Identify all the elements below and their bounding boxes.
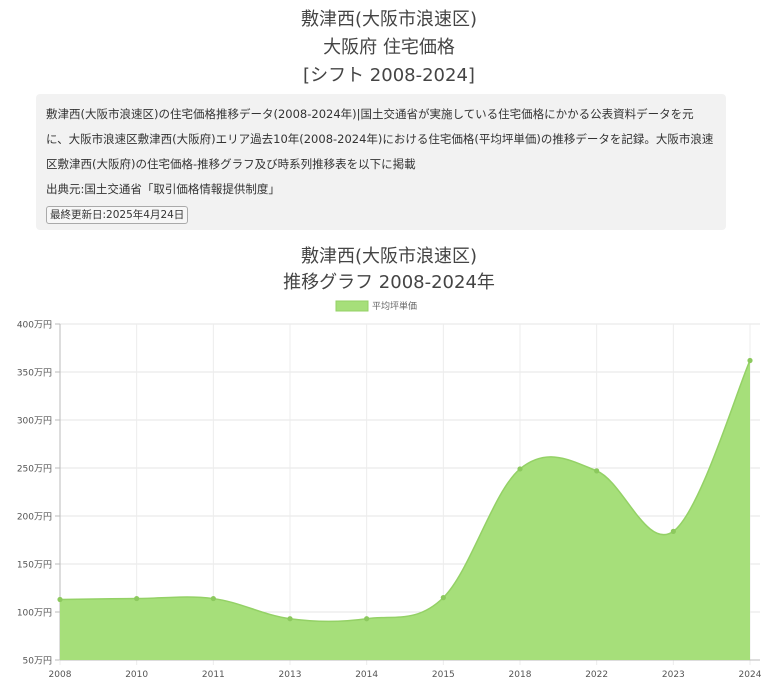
x-tick-label: 2014 xyxy=(355,670,378,680)
data-point xyxy=(134,595,140,602)
x-tick-label: 2013 xyxy=(279,670,302,680)
page-title-line1: 敷津西(大阪市浪速区) xyxy=(300,9,478,30)
data-point xyxy=(747,357,753,364)
x-tick-label: 2023 xyxy=(662,670,685,680)
chart-title-line1: 敷津西(大阪市浪速区) xyxy=(300,246,478,267)
info-box: 敷津西(大阪市浪速区)の住宅価格推移データ(2008-2024年)|国土交通省が… xyxy=(36,94,726,230)
data-point xyxy=(210,595,216,602)
legend-swatch xyxy=(335,300,369,312)
x-tick-label: 2011 xyxy=(202,670,225,680)
chart-title-line2: 推移グラフ 2008-2024年 xyxy=(283,272,495,293)
data-point xyxy=(517,466,523,472)
x-tick-label: 2018 xyxy=(509,670,532,680)
data-point xyxy=(440,595,446,601)
y-tick-label: 400万円 xyxy=(17,320,52,331)
data-point xyxy=(57,596,63,603)
y-tick-label: 350万円 xyxy=(17,368,52,379)
page-title-line3: [シフト 2008-2024] xyxy=(303,65,475,86)
data-point xyxy=(594,468,600,474)
x-tick-label: 2008 xyxy=(49,670,72,680)
info-source: 出典元:国土交通省「取引価格情報提供制度」 xyxy=(46,182,280,196)
y-tick-label: 50万円 xyxy=(23,656,52,667)
x-tick-label: 2024 xyxy=(739,670,762,680)
updated-badge: 最終更新日:2025年4月24日 xyxy=(46,206,189,224)
y-tick-label: 250万円 xyxy=(17,464,52,475)
legend-label: 平均坪単価 xyxy=(372,300,417,312)
x-tick-label: 2022 xyxy=(585,670,608,680)
data-point xyxy=(364,616,370,622)
data-point xyxy=(670,528,676,534)
chart-title: 敷津西(大阪市浪速区) 推移グラフ 2008-2024年 xyxy=(0,244,778,296)
x-tick-label: 2015 xyxy=(432,670,455,680)
info-description: 敷津西(大阪市浪速区)の住宅価格推移データ(2008-2024年)|国土交通省が… xyxy=(46,107,714,171)
y-tick-label: 200万円 xyxy=(17,512,52,523)
data-point xyxy=(287,616,293,622)
area-chart: 50万円 100万円 150万円 200万円 250万円 300万円 350万円 400万円 2… xyxy=(17,300,762,680)
page-title-line2: 大阪府 住宅価格 xyxy=(323,37,455,58)
y-tick-label: 300万円 xyxy=(17,416,52,427)
y-tick-label: 150万円 xyxy=(17,560,52,571)
series-area xyxy=(60,360,750,660)
x-tick-label: 2010 xyxy=(125,670,148,680)
page-header: 敷津西(大阪市浪速区) 大阪府 住宅価格 [シフト 2008-2024] xyxy=(0,0,778,90)
y-tick-label: 100万円 xyxy=(17,608,52,619)
